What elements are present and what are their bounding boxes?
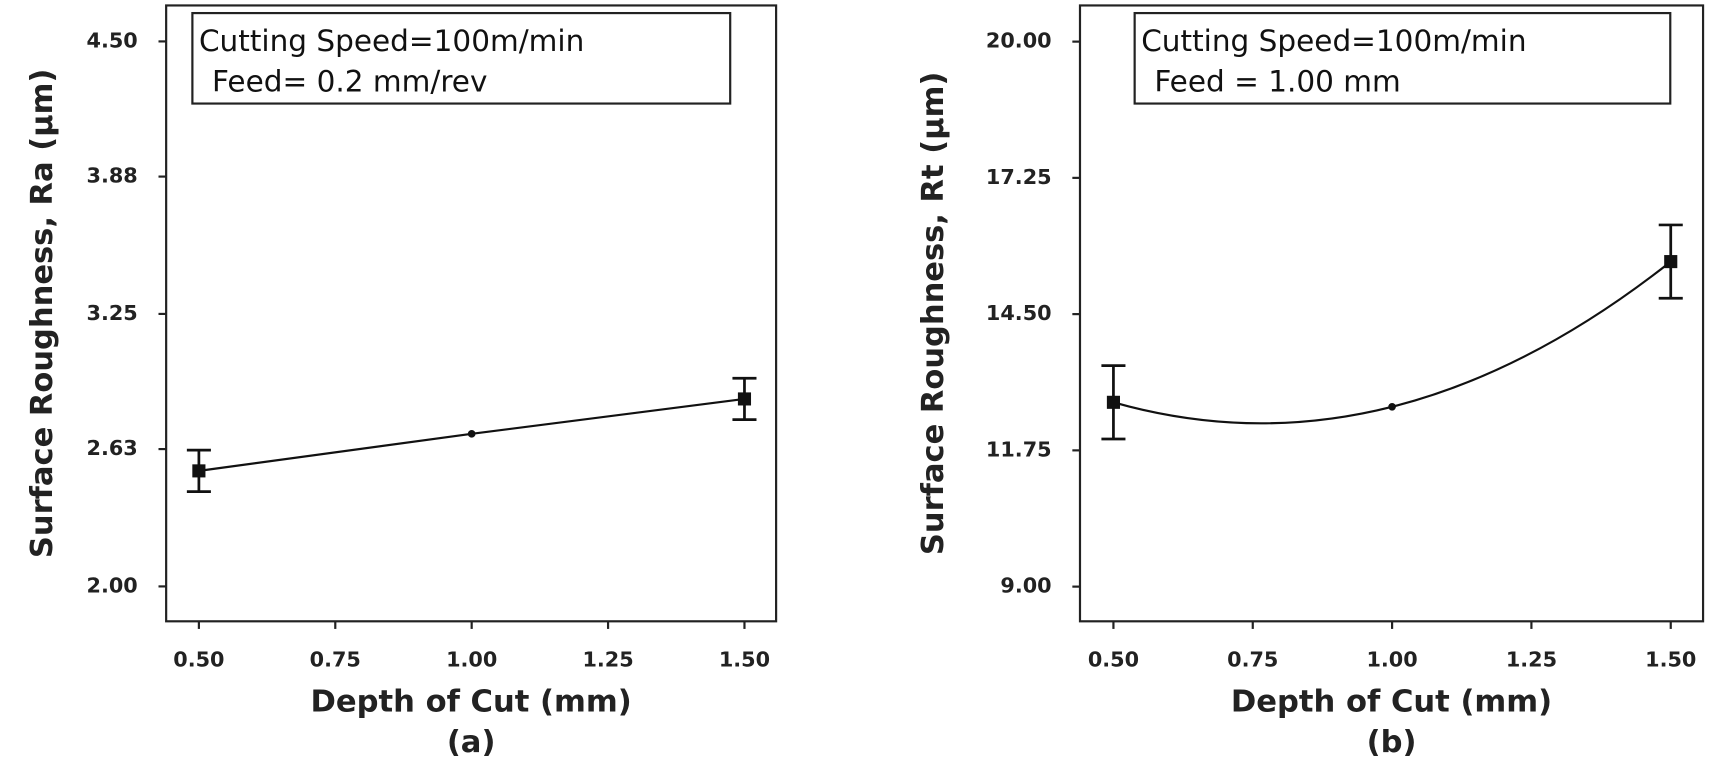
y-tick-label: 4.50 [87, 28, 138, 52]
annotation-box [191, 11, 732, 105]
marker [1106, 395, 1120, 409]
y-tick-label: 17.25 [986, 165, 1052, 189]
x-axis-label: Depth of Cut (mm) [310, 685, 631, 720]
y-tick-label: 3.88 [87, 164, 138, 188]
y-axis-label: Surface Roughness, Rt (µm) [916, 72, 951, 555]
marker [737, 392, 752, 406]
x-tick-label: 1.25 [582, 648, 633, 672]
y-tick-label: 9.00 [1000, 574, 1051, 598]
y-tick-label: 3.25 [87, 301, 138, 325]
marker [1388, 402, 1396, 411]
y-axis-label: Surface Roughness, Ra (µm) [25, 69, 60, 558]
annotation: Feed= 0.2 mm/rev [212, 64, 487, 98]
caption: (b) [1367, 725, 1417, 760]
curve [1113, 260, 1672, 425]
annotation: Feed = 1.00 mm [1154, 64, 1400, 98]
x-tick-label: 1.50 [719, 648, 770, 672]
y-tick-label: 2.63 [87, 436, 138, 460]
annotation-box [1133, 11, 1672, 105]
x-tick-label: 0.50 [1088, 648, 1139, 672]
x-axis-label: Depth of Cut (mm) [1231, 685, 1552, 720]
annotation: Cutting Speed=100m/min [1141, 24, 1526, 58]
x-tick-label: 0.50 [173, 648, 224, 672]
marker [192, 464, 206, 478]
marker [1664, 255, 1678, 269]
y-tick-label: 2.00 [87, 573, 138, 597]
y-tick-label: 11.75 [986, 437, 1052, 461]
y-tick-label: 20.00 [986, 29, 1052, 53]
x-tick-label: 1.00 [446, 648, 497, 672]
y-tick-label: 14.50 [986, 301, 1052, 325]
caption: (a) [447, 725, 496, 760]
x-tick-label: 1.00 [1366, 648, 1417, 672]
x-tick-label: 1.50 [1645, 648, 1696, 672]
marker [467, 430, 476, 438]
x-tick-label: 0.75 [310, 648, 361, 672]
x-tick-label: 0.75 [1227, 648, 1278, 672]
x-tick-label: 1.25 [1506, 648, 1557, 672]
annotation: Cutting Speed=100m/min [199, 24, 584, 58]
